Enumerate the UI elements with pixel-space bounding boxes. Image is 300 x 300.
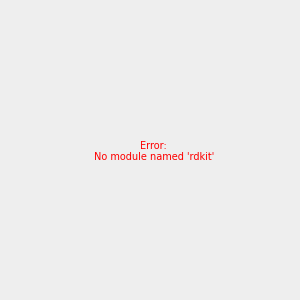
Text: Error:
No module named 'rdkit': Error: No module named 'rdkit' <box>94 141 214 162</box>
